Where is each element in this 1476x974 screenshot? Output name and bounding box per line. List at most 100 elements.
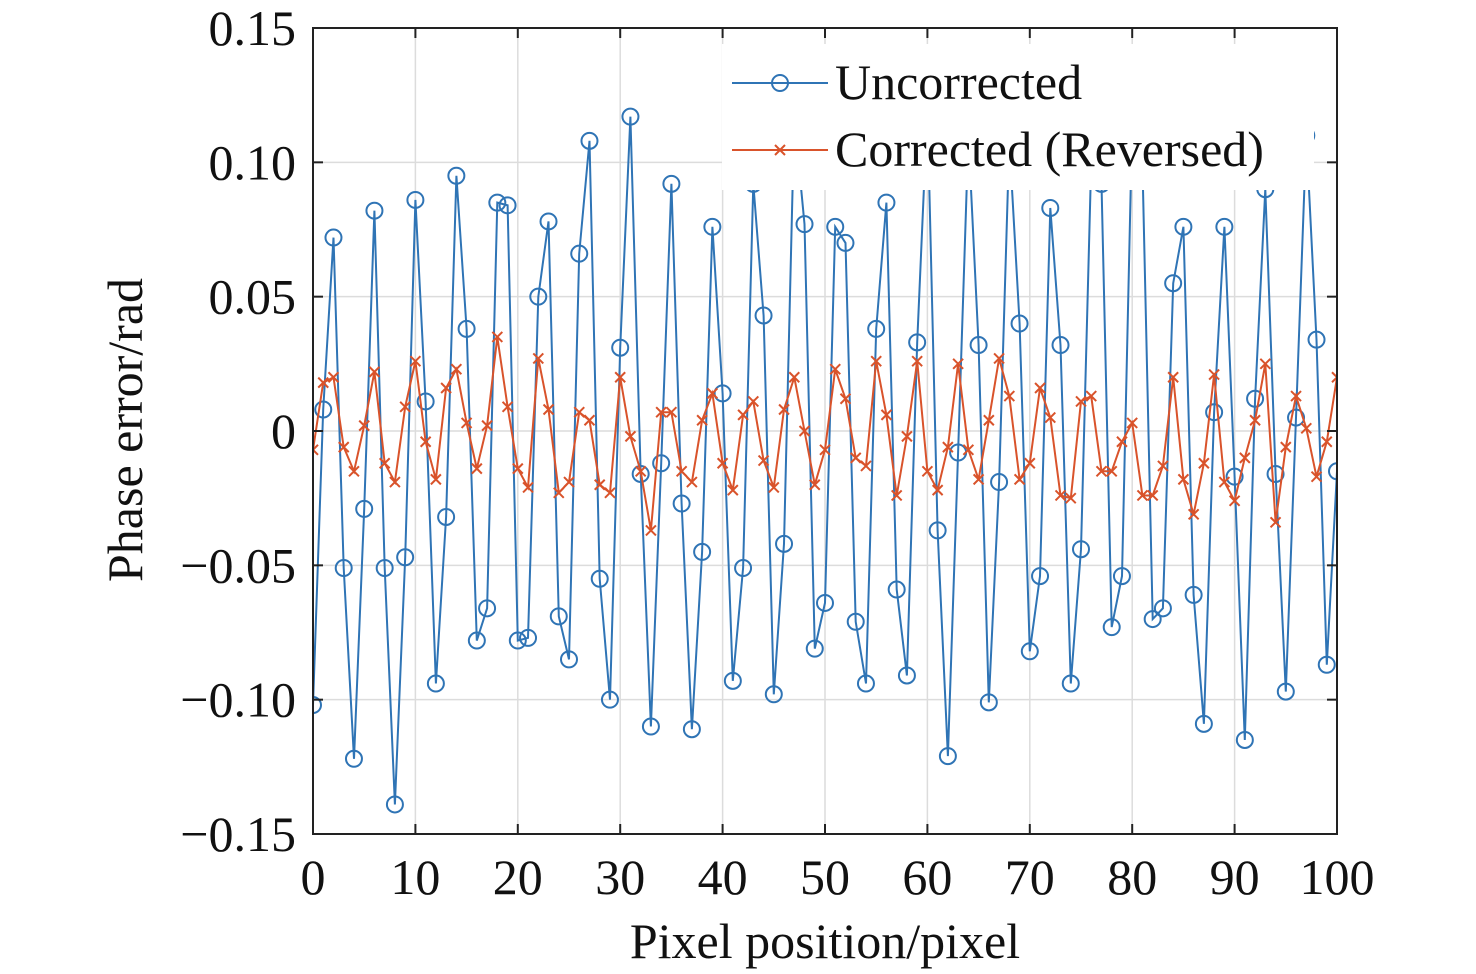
data-point-x xyxy=(1198,457,1210,469)
data-point-x xyxy=(665,406,678,418)
data-point-circle xyxy=(1307,330,1326,349)
data-point-circle xyxy=(887,580,906,599)
data-point-circle xyxy=(344,749,363,768)
data-point-circle xyxy=(529,287,548,306)
data-point-circle xyxy=(314,400,333,419)
y-tick-label: −0.10 xyxy=(180,672,296,728)
data-point-x xyxy=(993,352,1005,365)
x-axis-label: Pixel position/pixel xyxy=(630,913,1020,969)
legend-marker-corrected xyxy=(774,144,786,156)
data-point-x xyxy=(809,479,821,491)
data-point-x xyxy=(850,452,862,464)
data-point-circle xyxy=(1205,403,1224,422)
data-point-x xyxy=(675,465,688,478)
data-point-x xyxy=(1085,390,1097,402)
data-point-x xyxy=(839,393,852,405)
data-point-x xyxy=(1024,457,1036,469)
data-point-circle xyxy=(652,454,671,473)
data-point-circle xyxy=(498,196,517,215)
data-point-circle xyxy=(846,612,865,631)
data-point-circle xyxy=(795,215,814,234)
data-point-circle xyxy=(1328,462,1337,481)
data-point-circle xyxy=(406,190,425,209)
data-point-x xyxy=(1034,382,1046,394)
data-point-x xyxy=(1310,470,1323,483)
data-point-circle xyxy=(519,628,538,647)
legend-entry-corrected: Corrected (Reversed) xyxy=(732,121,1264,177)
y-tick-label: 0.10 xyxy=(209,134,297,190)
data-point-circle xyxy=(969,336,988,355)
data-point-x xyxy=(542,403,555,416)
data-point-circle xyxy=(805,639,824,658)
data-point-circle xyxy=(979,693,998,712)
data-point-x xyxy=(645,524,657,537)
data-point-x xyxy=(378,457,391,469)
data-point-circle xyxy=(723,671,742,690)
data-point-circle xyxy=(1072,540,1090,559)
data-point-x xyxy=(1300,422,1312,435)
data-point-circle xyxy=(1276,682,1295,701)
data-point-x xyxy=(430,473,442,486)
data-point-x xyxy=(798,425,811,437)
data-point-x xyxy=(358,419,370,432)
data-point-x xyxy=(1116,436,1128,448)
y-tick-label: 0.15 xyxy=(209,0,297,56)
data-point-x xyxy=(1054,489,1067,502)
data-point-circle xyxy=(693,542,712,561)
x-tick-label: 20 xyxy=(493,849,543,905)
data-point-x xyxy=(890,489,903,502)
data-point-circle xyxy=(1215,217,1234,236)
data-point-circle xyxy=(313,696,322,715)
data-point-x xyxy=(594,479,606,491)
data-point-circle xyxy=(1010,314,1029,333)
data-point-circle xyxy=(478,599,497,618)
data-point-x xyxy=(1075,395,1087,408)
y-axis-label: Phase error/rad xyxy=(97,278,153,582)
data-point-x xyxy=(788,371,800,383)
data-point-circle xyxy=(621,107,640,126)
series-corrected xyxy=(313,331,1337,537)
data-point-circle xyxy=(734,559,753,578)
data-point-circle xyxy=(324,228,343,247)
data-point-x xyxy=(501,401,514,413)
legend-box xyxy=(722,44,1314,190)
data-point-circle xyxy=(611,338,630,357)
data-point-circle xyxy=(426,674,445,693)
data-point-circle xyxy=(672,494,691,513)
data-point-circle xyxy=(1031,567,1050,586)
data-point-circle xyxy=(467,631,486,650)
data-point-x xyxy=(1013,473,1026,486)
data-point-circle xyxy=(488,193,507,212)
data-point-x xyxy=(983,414,995,426)
data-point-circle xyxy=(1143,610,1162,629)
data-point-x xyxy=(1239,452,1251,464)
data-point-x xyxy=(614,371,626,383)
data-point-x xyxy=(522,481,534,494)
data-point-circle xyxy=(365,201,384,220)
data-point-x xyxy=(1065,492,1077,504)
data-point-circle xyxy=(396,548,415,567)
x-tick-label: 30 xyxy=(595,849,645,905)
data-point-circle xyxy=(754,306,773,325)
data-point-circle xyxy=(764,685,783,704)
data-point-x xyxy=(1187,508,1200,520)
data-point-x xyxy=(327,371,340,383)
y-tick-label: −0.15 xyxy=(180,806,296,862)
data-point-circle xyxy=(1112,567,1131,586)
data-point-x xyxy=(1259,358,1272,370)
data-point-x xyxy=(553,487,565,499)
data-point-circle xyxy=(1041,199,1060,218)
data-point-x xyxy=(419,436,432,448)
data-point-x xyxy=(768,481,780,494)
legend-label-corrected: Corrected (Reversed) xyxy=(835,121,1264,177)
data-point-x xyxy=(911,355,923,367)
data-point-circle xyxy=(641,717,660,736)
data-point-circle xyxy=(1184,585,1203,604)
data-point-x xyxy=(313,444,319,456)
data-point-x xyxy=(757,454,770,467)
data-point-circle xyxy=(928,521,947,540)
data-point-x xyxy=(1146,489,1159,502)
data-point-circle xyxy=(549,607,568,626)
data-point-x xyxy=(655,406,667,418)
data-point-circle xyxy=(580,131,599,150)
